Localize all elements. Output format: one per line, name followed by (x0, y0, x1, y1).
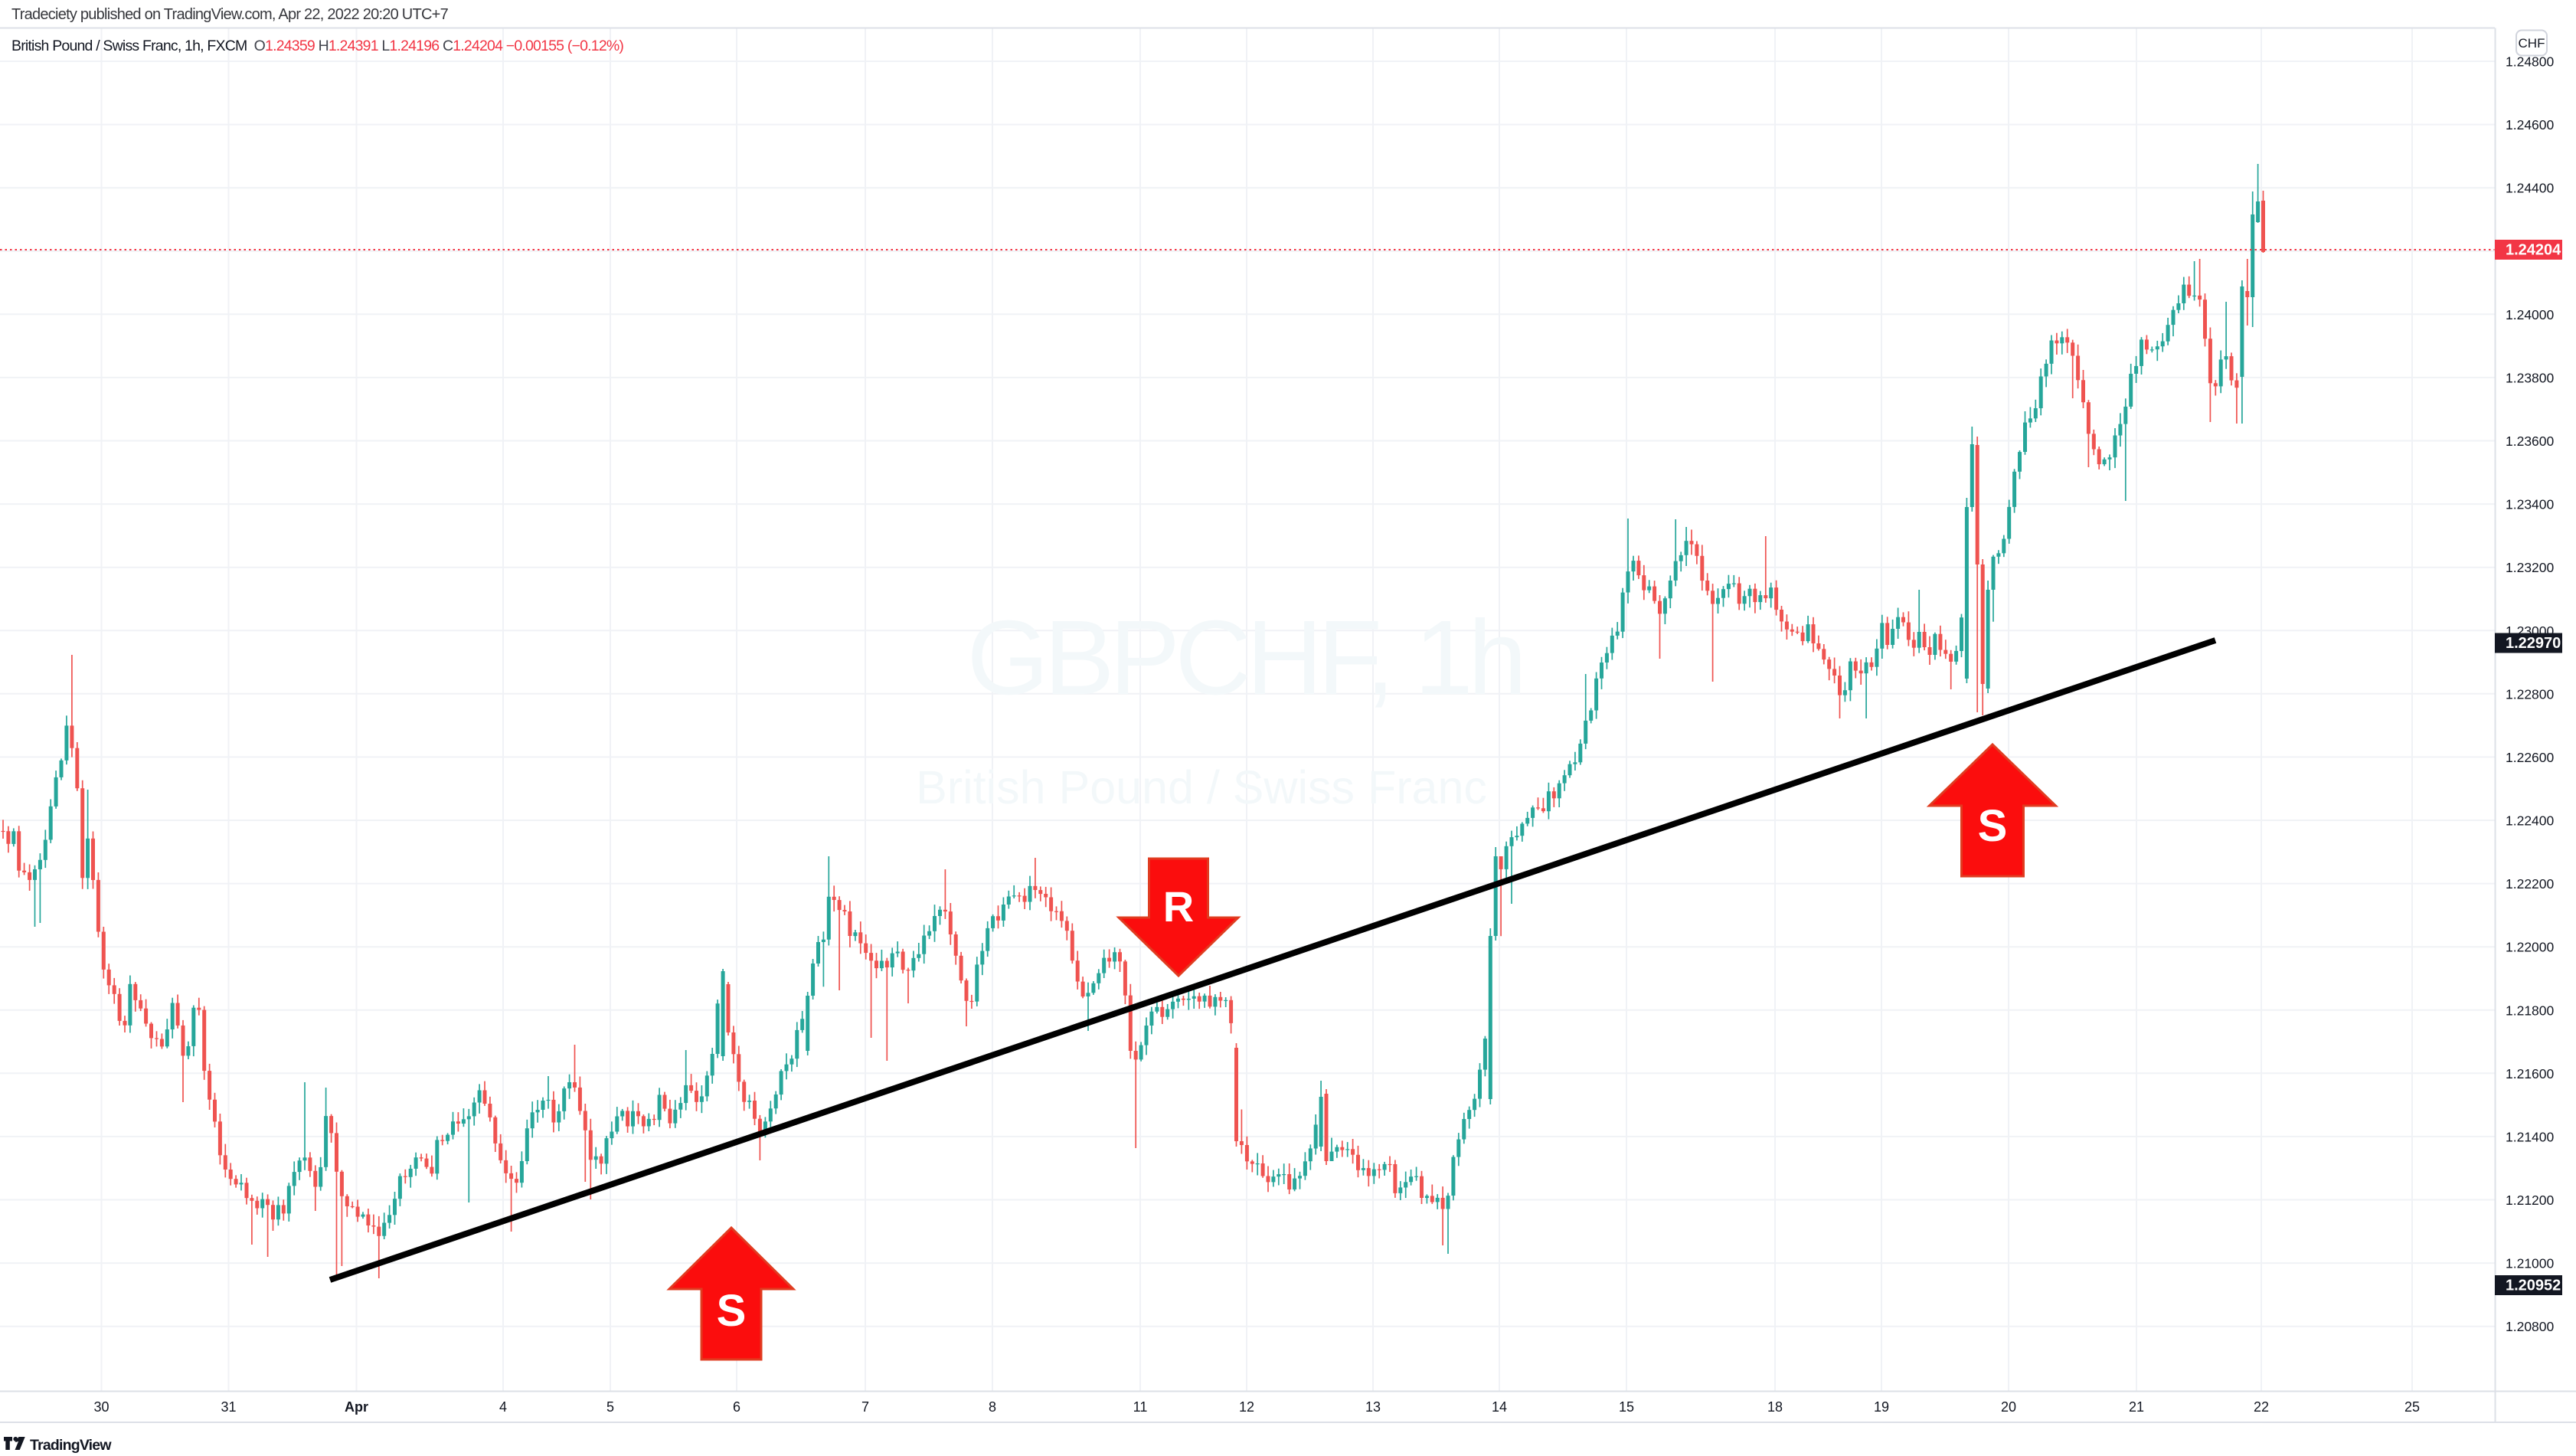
svg-text:1.24204: 1.24204 (2506, 242, 2561, 259)
svg-text:30: 30 (93, 1399, 109, 1415)
svg-text:21: 21 (2129, 1399, 2144, 1415)
svg-text:15: 15 (1619, 1399, 1634, 1415)
svg-text:British Pound / Swiss Franc, 1: British Pound / Swiss Franc, 1h, FXCM O1… (11, 38, 623, 54)
svg-text:1.23400: 1.23400 (2506, 497, 2555, 512)
svg-text:7: 7 (861, 1399, 869, 1415)
svg-text:1.24800: 1.24800 (2506, 54, 2555, 70)
svg-text:22: 22 (2254, 1399, 2269, 1415)
svg-text:31: 31 (221, 1399, 236, 1415)
svg-text:1.24000: 1.24000 (2506, 307, 2555, 322)
svg-text:1.21800: 1.21800 (2506, 1003, 2555, 1018)
svg-text:1.20800: 1.20800 (2506, 1319, 2555, 1334)
svg-text:1.22200: 1.22200 (2506, 876, 2555, 892)
svg-text:TradingView: TradingView (30, 1437, 112, 1454)
svg-text:13: 13 (1365, 1399, 1381, 1415)
svg-text:20: 20 (2001, 1399, 2016, 1415)
svg-text:6: 6 (733, 1399, 740, 1415)
svg-text:Apr: Apr (345, 1399, 368, 1415)
svg-text:1.21400: 1.21400 (2506, 1129, 2555, 1144)
svg-text:1.21000: 1.21000 (2506, 1256, 2555, 1271)
svg-text:1.20952: 1.20952 (2506, 1278, 2561, 1294)
svg-text:1.22400: 1.22400 (2506, 813, 2555, 829)
svg-text:14: 14 (1492, 1399, 1507, 1415)
svg-text:5: 5 (606, 1399, 614, 1415)
svg-text:S: S (1978, 801, 2008, 851)
svg-text:25: 25 (2404, 1399, 2420, 1415)
svg-text:1.22800: 1.22800 (2506, 686, 2555, 702)
svg-text:1.22000: 1.22000 (2506, 940, 2555, 955)
svg-text:19: 19 (1874, 1399, 1889, 1415)
svg-text:18: 18 (1767, 1399, 1783, 1415)
svg-text:British Pound / Swiss Franc: British Pound / Swiss Franc (916, 761, 1487, 813)
svg-text:R: R (1163, 882, 1194, 931)
svg-text:1.21600: 1.21600 (2506, 1066, 2555, 1081)
svg-text:1.23800: 1.23800 (2506, 370, 2555, 385)
svg-text:1.24600: 1.24600 (2506, 117, 2555, 133)
svg-text:8: 8 (989, 1399, 996, 1415)
svg-text:1.23600: 1.23600 (2506, 434, 2555, 449)
svg-text:Tradeciety published on Tradin: Tradeciety published on TradingView.com,… (11, 6, 449, 23)
svg-text:1.23200: 1.23200 (2506, 560, 2555, 575)
svg-text:CHF: CHF (2519, 36, 2545, 51)
svg-text:1.22600: 1.22600 (2506, 750, 2555, 765)
svg-text:1.22970: 1.22970 (2506, 635, 2561, 652)
svg-text:11: 11 (1133, 1399, 1148, 1415)
svg-text:S: S (717, 1286, 747, 1336)
svg-text:1.24400: 1.24400 (2506, 181, 2555, 196)
svg-text:4: 4 (499, 1399, 507, 1415)
svg-text:12: 12 (1239, 1399, 1254, 1415)
svg-text:1.21200: 1.21200 (2506, 1193, 2555, 1208)
svg-text:GBPCHF, 1h: GBPCHF, 1h (967, 599, 1522, 717)
